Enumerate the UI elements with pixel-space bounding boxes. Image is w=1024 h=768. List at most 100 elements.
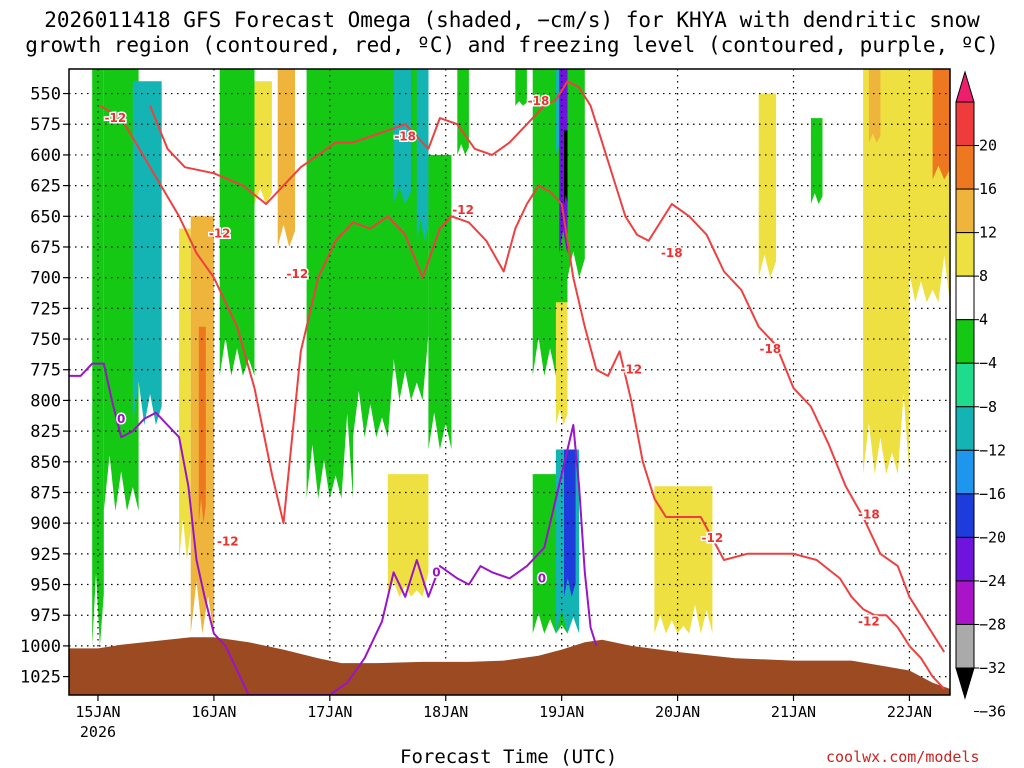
omega-neg8-region [457, 69, 469, 155]
colorbar-band [955, 101, 975, 147]
colorbar-label: −28 [979, 615, 1006, 633]
y-tick-label: 900 [30, 514, 61, 534]
colorbar-label: −20 [979, 528, 1006, 546]
y-tick-label: 750 [30, 330, 61, 350]
y-tick-label: 675 [30, 238, 61, 258]
contour-label: -12 [217, 535, 239, 549]
y-tick-label: 1025 [20, 668, 61, 688]
credit-link[interactable]: coolwx.com/models [826, 748, 980, 766]
contour-label: -12 [209, 226, 231, 240]
x-tick-label: 21JAN [771, 703, 816, 721]
y-tick-label: 825 [30, 422, 61, 442]
x-tick-label: 17JAN [307, 703, 352, 721]
omega-neg12-region [416, 69, 429, 241]
omega-pos4-region [863, 69, 910, 475]
contour-label: 0 [538, 571, 546, 585]
contour-label: 0 [117, 412, 125, 426]
omega-neg8-region [810, 118, 823, 204]
omega-neg20-region [564, 449, 576, 597]
colorbar-band [955, 449, 975, 495]
omega-neg12-region [393, 69, 411, 204]
omega-pos4-region [254, 81, 272, 204]
y-tick-label: 625 [30, 177, 61, 197]
terrain [69, 637, 950, 695]
freezing-level-contour [69, 362, 598, 695]
omega-neg8-region [353, 69, 394, 438]
terrain-surface [69, 637, 950, 695]
contour-label: -18 [858, 508, 880, 522]
colorbar-label: −12 [979, 441, 1006, 459]
omega-neg12-region [132, 81, 162, 426]
contour-lines [69, 80, 946, 695]
colorbar-label: −24 [979, 572, 1006, 590]
contour-label: -12 [452, 203, 474, 217]
y-tick-label: 775 [30, 361, 61, 381]
y-tick-label: 950 [30, 576, 61, 596]
omega-neg8-region [567, 69, 585, 278]
contour-label: 0 [432, 565, 440, 579]
omega-pos4-region [179, 228, 191, 560]
x-tick-label: 22JAN [887, 703, 932, 721]
colorbar-band [955, 319, 975, 364]
colorbar: 20 16 12 8 4 −4 −8 −12 −16 −20 −24 −28 −32 −36 [955, 70, 1006, 721]
colorbar-band [955, 275, 975, 321]
x-tick-label: 18JAN [423, 703, 468, 721]
contour-label: -12 [105, 111, 127, 125]
colorbar-label: 16 [979, 180, 997, 198]
colorbar-band [955, 580, 975, 625]
colorbar-band [955, 623, 975, 669]
colorbar-label: −16 [979, 485, 1006, 503]
colorbar-band [955, 493, 975, 538]
colorbar-band [955, 145, 975, 190]
colorbar-label: −4 [979, 354, 997, 372]
x-tick-year-label: 2026 [80, 723, 116, 741]
y-tick-label: 725 [30, 299, 61, 319]
contour-label: -18 [528, 94, 550, 108]
colorbar-top-arrow [955, 70, 975, 103]
y-tick-label: 850 [30, 453, 61, 473]
x-tick-label: 20JAN [655, 703, 700, 721]
y-tick-label: 800 [30, 391, 61, 411]
omega-pos4-region [654, 486, 713, 634]
dgz-contour-minus18 [149, 80, 946, 653]
colorbar-band [955, 536, 975, 582]
x-axis: 15JAN 2026 16JAN 17JAN 18JAN 19JAN 20JAN 21JAN 2… [75, 695, 932, 741]
colorbar-label: −32 [979, 659, 1006, 677]
contour-label: -12 [858, 614, 880, 628]
omega-neg8-region [219, 69, 255, 376]
colorbar-label: 12 [979, 224, 997, 242]
colorbar-band [955, 362, 975, 408]
chart-title-line-2: growth region (contoured, red, ºC) and f… [25, 33, 999, 57]
omega-neg8-region [428, 154, 452, 450]
colorbar-band [955, 406, 975, 451]
contour-label: -18 [661, 246, 683, 260]
colorbar-label: 4 [979, 311, 988, 329]
y-tick-label: 975 [30, 606, 61, 626]
colorbar-label: −36 [979, 703, 1006, 721]
y-axis: 550 575 600 625 650 675 700 725 750 775 800 825 850 8… [20, 85, 69, 688]
omega-pos8-region [277, 69, 295, 247]
omega-pos4-region [758, 93, 777, 278]
colorbar-bottom-arrow [955, 667, 975, 700]
colorbar-label: −8 [979, 398, 997, 416]
y-tick-label: 700 [30, 269, 61, 289]
colorbar-label: 20 [979, 137, 997, 155]
omega-neg8-region [306, 69, 353, 499]
contour-label: -18 [759, 342, 781, 356]
omega-pos12-region [932, 69, 950, 180]
contour-labels: -12 -12 -12 -12 -12 -12 -12 -12 -18 -18 -18 -18 -18 0… [103, 92, 881, 629]
x-tick-label: 19JAN [539, 703, 584, 721]
colorbar-band [955, 188, 975, 234]
gridlines [69, 69, 950, 695]
y-tick-label: 550 [30, 85, 61, 105]
omega-pos8-region [868, 69, 881, 143]
y-tick-label: 575 [30, 115, 61, 135]
colorbar-band [955, 232, 975, 277]
chart-title-line-1: 2026011418 GFS Forecast Omega (shaded, −… [44, 8, 980, 32]
y-tick-label: 1000 [20, 637, 61, 657]
x-tick-label: 15JAN [75, 703, 120, 721]
contour-label: -12 [702, 531, 724, 545]
y-tick-label: 600 [30, 146, 61, 166]
y-tick-label: 875 [30, 483, 61, 503]
